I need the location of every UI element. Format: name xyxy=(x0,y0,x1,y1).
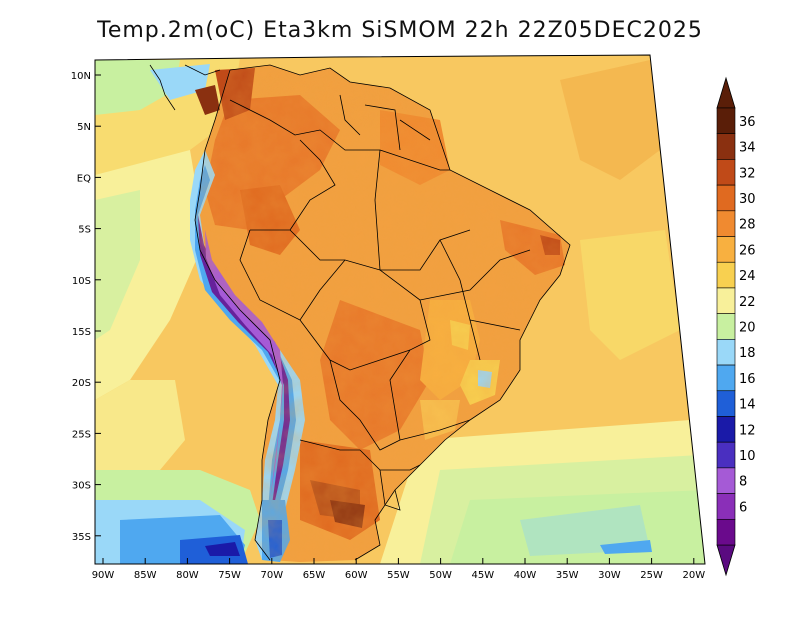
colorbar-label: 16 xyxy=(739,372,756,387)
colorbar-swatch xyxy=(716,364,736,392)
colorbar-swatch xyxy=(716,107,736,135)
colorbar-swatch xyxy=(716,518,736,546)
colorbar-swatch xyxy=(716,261,736,289)
lon-tick-label: 55W xyxy=(387,570,410,581)
colorbar-swatch xyxy=(716,210,736,237)
map-frame xyxy=(94,54,706,565)
lon-tick-label: 85W xyxy=(134,570,157,581)
country-borders xyxy=(149,64,571,561)
colorbar-label: 6 xyxy=(739,500,747,515)
colorbar-swatch xyxy=(716,339,736,366)
colorbar-swatch xyxy=(716,390,736,417)
colorbar: 36 34 32 30 28 26 24 22 20 18 16 14 12 10 8 6 xyxy=(716,76,756,577)
colorbar-label: 30 xyxy=(739,192,756,207)
colorbar-label: 36 xyxy=(739,115,756,130)
lat-tick-label: 10S xyxy=(72,276,91,287)
lon-tick-label: 75W xyxy=(218,570,241,581)
lon-tick-label: 90W xyxy=(92,570,115,581)
colorbar-swatch xyxy=(716,159,736,186)
lat-tick-label: 35S xyxy=(72,532,91,543)
colorbar-swatch xyxy=(716,313,736,340)
colorbar-label: 12 xyxy=(739,423,756,438)
lon-tick-label: 25W xyxy=(640,570,663,581)
lat-tick-label: 5S xyxy=(78,225,91,236)
colorbar-swatch xyxy=(716,441,736,469)
colorbar-swatch xyxy=(716,184,736,212)
colorbar-swatch xyxy=(716,416,736,443)
lon-tick-label: 65W xyxy=(303,570,326,581)
colorbar-label: 14 xyxy=(739,398,756,413)
lat-tick-label: 20S xyxy=(72,378,91,389)
lat-tick-label: 5N xyxy=(77,122,91,133)
lat-tick-label: 30S xyxy=(72,481,91,492)
colorbar-label: 26 xyxy=(739,243,756,258)
lat-tick-label: 25S xyxy=(72,429,91,440)
colorbar-over-triangle xyxy=(716,76,736,109)
colorbar-swatch xyxy=(716,236,736,263)
lon-tick-label: 35W xyxy=(556,570,579,581)
colorbar-swatch xyxy=(716,493,736,520)
map-title: Temp.2m(oC) Eta3km SiSMOM 22h 22Z05DEC20… xyxy=(97,18,703,43)
lon-tick-label: 60W xyxy=(345,570,368,581)
colorbar-label: 20 xyxy=(739,321,756,336)
colorbar-under-triangle xyxy=(716,544,736,577)
map-field xyxy=(95,55,705,564)
colorbar-label: 32 xyxy=(739,166,756,181)
colorbar-swatch xyxy=(716,133,736,160)
lon-tick-label: 80W xyxy=(176,570,199,581)
lat-tick-label: 10N xyxy=(71,71,91,82)
colorbar-label: 24 xyxy=(739,269,756,284)
longitude-axis: 90W 85W 80W 75W 70W 65W 60W 55W 50W 45W 40W 35W 30W 2… xyxy=(92,558,705,581)
latitude-axis: 10N 5N EQ 5S 10S 15S 20S 25S 30S 35S xyxy=(71,71,101,543)
colorbar-label: 8 xyxy=(739,475,747,490)
lat-tick-label: EQ xyxy=(77,173,91,184)
colorbar-label: 22 xyxy=(739,295,756,310)
colorbar-swatch xyxy=(716,287,736,314)
colorbar-label: 10 xyxy=(739,449,756,464)
colorbar-swatch xyxy=(716,467,736,494)
lon-tick-label: 30W xyxy=(598,570,621,581)
lon-tick-label: 45W xyxy=(471,570,494,581)
lon-tick-label: 20W xyxy=(682,570,705,581)
colorbar-label: 28 xyxy=(739,218,756,233)
colorbar-label: 34 xyxy=(739,141,756,156)
lon-tick-label: 40W xyxy=(514,570,537,581)
lon-tick-label: 70W xyxy=(260,570,283,581)
lat-tick-label: 15S xyxy=(72,327,91,338)
colorbar-label: 18 xyxy=(739,346,756,361)
lon-tick-label: 50W xyxy=(429,570,452,581)
